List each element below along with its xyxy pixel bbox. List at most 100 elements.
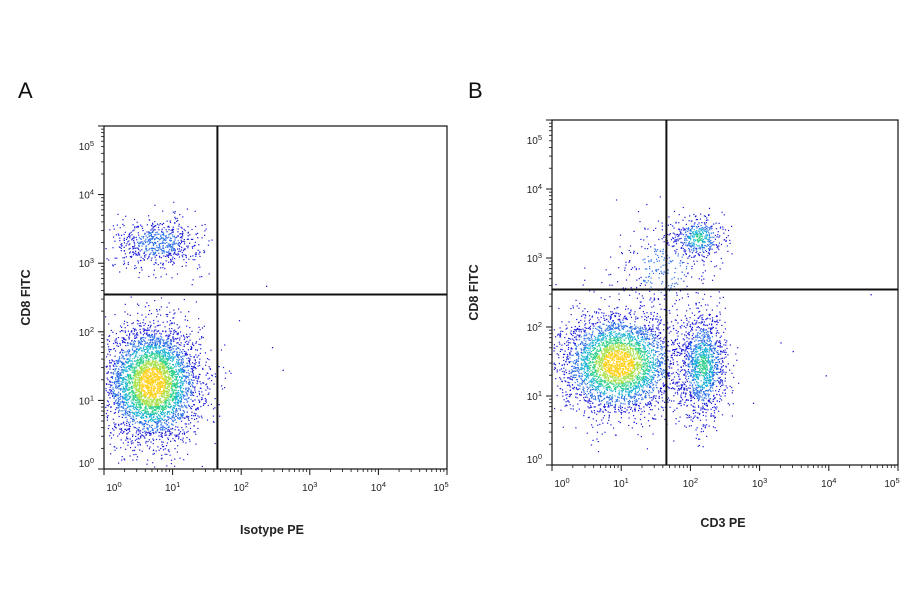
event-point — [188, 360, 190, 362]
event-point — [149, 325, 152, 327]
event-point — [172, 228, 175, 231]
event-point — [107, 405, 110, 407]
event-point — [114, 377, 117, 379]
event-point — [197, 407, 199, 409]
event-point — [165, 388, 168, 390]
event-point — [159, 378, 161, 380]
event-point — [165, 370, 167, 372]
event-point — [191, 400, 194, 402]
event-point — [172, 354, 174, 356]
event-point — [173, 371, 175, 373]
event-point — [150, 389, 152, 391]
event-point — [171, 277, 173, 279]
event-point — [158, 244, 160, 246]
event-point — [578, 325, 580, 327]
event-point — [176, 358, 178, 361]
event-point — [114, 412, 116, 414]
event-point — [137, 376, 139, 378]
event-point — [593, 410, 595, 412]
event-point — [109, 366, 111, 368]
event-point — [155, 351, 157, 353]
event-point — [130, 406, 132, 408]
event-point — [156, 370, 158, 373]
event-point — [160, 333, 162, 335]
event-point — [156, 354, 158, 357]
event-point — [163, 407, 165, 409]
event-point — [175, 366, 177, 368]
event-point — [136, 381, 138, 383]
event-point — [126, 383, 128, 385]
event-point — [145, 407, 147, 409]
event-point — [147, 358, 149, 360]
event-point — [140, 387, 142, 389]
event-point — [142, 337, 144, 339]
event-point — [120, 389, 122, 391]
event-point — [173, 383, 175, 386]
event-point — [171, 399, 173, 401]
event-point — [115, 342, 117, 344]
event-point — [166, 342, 168, 344]
event-point — [172, 389, 174, 391]
event-point — [136, 371, 139, 373]
event-point — [197, 249, 199, 251]
event-point — [154, 346, 156, 348]
event-point — [127, 432, 129, 434]
event-point — [124, 231, 126, 233]
event-point — [181, 233, 183, 235]
event-point — [174, 419, 176, 421]
event-point — [144, 407, 146, 409]
event-point — [157, 378, 159, 380]
event-point — [139, 347, 141, 349]
event-point — [148, 346, 150, 348]
event-point — [163, 393, 165, 395]
event-point — [209, 368, 212, 370]
event-point — [148, 355, 150, 357]
event-point — [144, 412, 146, 414]
event-point — [190, 389, 192, 391]
event-point — [155, 254, 157, 256]
event-point — [138, 431, 140, 433]
event-point — [115, 399, 117, 401]
event-point — [159, 421, 161, 423]
event-point — [147, 412, 149, 414]
event-point — [184, 423, 186, 425]
event-point — [156, 346, 158, 348]
event-point — [130, 409, 132, 411]
event-point — [147, 243, 149, 246]
event-point — [129, 367, 131, 369]
event-point — [139, 363, 141, 365]
event-point — [183, 345, 185, 348]
event-point — [111, 376, 113, 378]
event-point — [174, 448, 176, 450]
event-point — [115, 400, 117, 402]
event-point — [141, 225, 143, 227]
event-point — [152, 354, 154, 356]
event-point — [148, 405, 150, 408]
event-point — [180, 335, 182, 337]
event-point — [118, 358, 120, 360]
event-point — [149, 446, 151, 448]
event-point — [190, 238, 193, 240]
event-point — [172, 247, 174, 249]
event-point — [177, 252, 179, 254]
event-point — [127, 399, 129, 401]
event-point — [191, 414, 193, 417]
event-point — [177, 445, 179, 447]
event-point — [127, 411, 129, 413]
event-point — [185, 256, 187, 259]
event-point — [159, 256, 161, 258]
event-point — [147, 410, 149, 412]
event-point — [129, 369, 131, 371]
event-point — [141, 360, 143, 362]
event-point — [121, 357, 123, 359]
event-point — [162, 231, 164, 233]
event-point — [170, 386, 173, 388]
event-point — [194, 431, 196, 433]
event-point — [174, 378, 176, 380]
event-point — [134, 372, 136, 374]
event-point — [201, 336, 203, 338]
event-point — [115, 363, 117, 365]
event-point — [203, 325, 205, 327]
event-point — [117, 395, 119, 397]
event-point — [184, 405, 186, 407]
